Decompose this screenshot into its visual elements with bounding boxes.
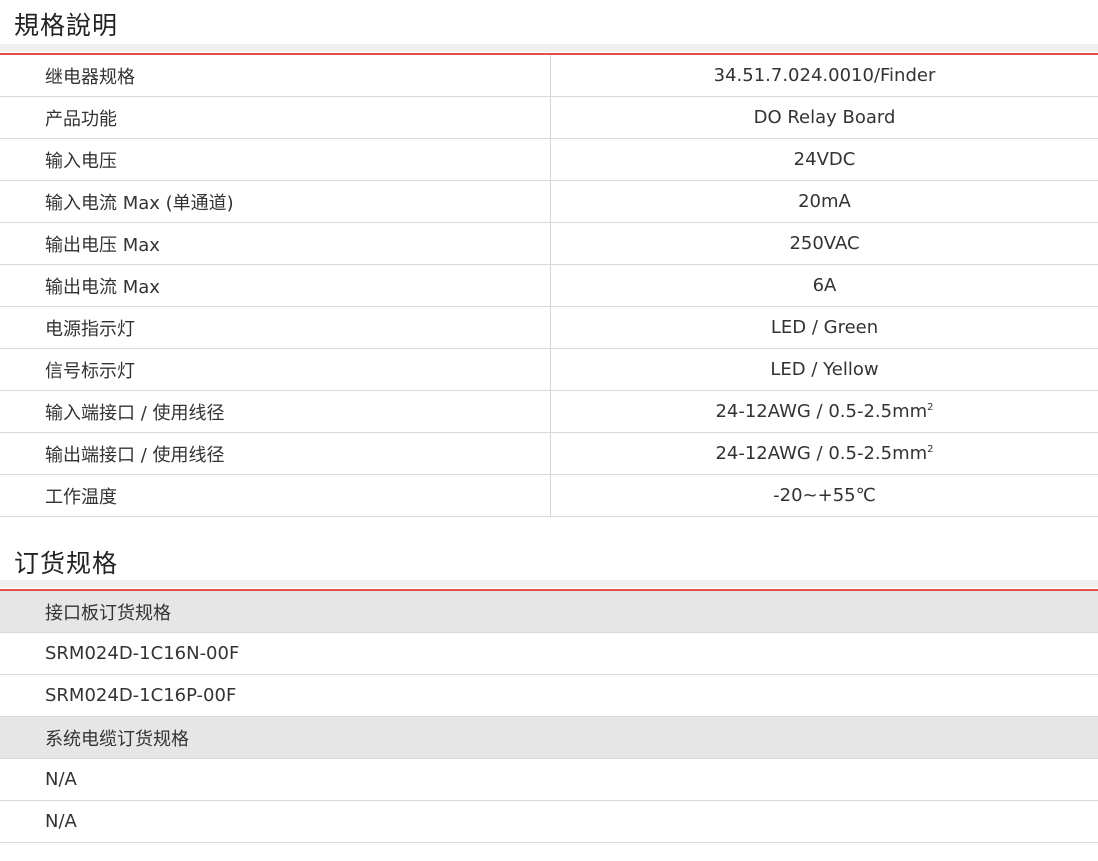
dotted-band [0, 44, 1098, 52]
order-section-header: 接口板订货规格 [0, 591, 1098, 633]
spec-label: 继电器规格 [0, 55, 551, 97]
spec-label: 输入电流 Max (单通道) [0, 180, 551, 223]
order-text: 接口板订货规格 [0, 591, 1098, 633]
spec-value-text: 34.51.7.024.0010/Finder [713, 65, 936, 86]
spec-row: 信号标示灯 LED / Yellow [0, 348, 1098, 391]
dotted-band [0, 580, 1098, 588]
spec-label: 输出电压 Max [0, 222, 551, 265]
spec-row: 工作温度 -20~+55℃ [0, 474, 1098, 517]
spec-label: 工作温度 [0, 474, 551, 517]
spec-value-text: LED / Yellow [770, 359, 879, 380]
spec-label: 电源指示灯 [0, 306, 551, 349]
spec-row: 继电器规格 34.51.7.024.0010/Finder [0, 55, 1098, 97]
spec-value-text: 24VDC [793, 149, 856, 170]
spec-value: 34.51.7.024.0010/Finder [550, 55, 1098, 97]
spec-row: 输出电流 Max 6A [0, 264, 1098, 307]
order-text: SRM024D-1C16P-00F [0, 674, 1098, 717]
spec-row: 输出电压 Max 250VAC [0, 222, 1098, 265]
spec-value-text: 24-12AWG / 0.5-2.5mm [715, 443, 928, 464]
spec-value-text: 6A [812, 275, 837, 296]
spec-row: 输入端接口 / 使用线径 24-12AWG / 0.5-2.5mm2 [0, 390, 1098, 433]
spec-row: 输入电流 Max (单通道) 20mA [0, 180, 1098, 223]
superscript: 2 [927, 402, 934, 413]
spec-value: 24-12AWG / 0.5-2.5mm2 [550, 432, 1098, 475]
spec-value: 24-12AWG / 0.5-2.5mm2 [550, 390, 1098, 433]
spec-value: LED / Green [550, 306, 1098, 349]
spec-label: 输入电压 [0, 138, 551, 181]
spec-label: 信号标示灯 [0, 348, 551, 391]
spec-value: 6A [550, 264, 1098, 307]
spec-row: 输出端接口 / 使用线径 24-12AWG / 0.5-2.5mm2 [0, 432, 1098, 475]
spec-row: 产品功能 DO Relay Board [0, 96, 1098, 139]
spec-value: DO Relay Board [550, 96, 1098, 139]
spec-row: 电源指示灯 LED / Green [0, 306, 1098, 349]
spec-label: 输入端接口 / 使用线径 [0, 390, 551, 433]
spec-value: -20~+55℃ [550, 474, 1098, 517]
spec-label: 产品功能 [0, 96, 551, 139]
order-text: N/A [0, 800, 1098, 843]
order-row: SRM024D-1C16P-00F [0, 674, 1098, 717]
order-table: 接口板订货规格 SRM024D-1C16N-00F SRM024D-1C16P-00… [0, 591, 1098, 843]
superscript: 2 [927, 444, 934, 455]
order-row: SRM024D-1C16N-00F [0, 632, 1098, 675]
spec-value-text: -20~+55℃ [773, 485, 876, 506]
order-section-header: 系统电缆订货规格 [0, 716, 1098, 759]
spec-label: 输出电流 Max [0, 264, 551, 307]
spec-value-text: LED / Green [770, 317, 879, 338]
spec-value-text: 20mA [798, 191, 851, 212]
spec-row: 输入电压 24VDC [0, 138, 1098, 181]
spec-title: 規格說明 [14, 11, 119, 40]
order-text: 系统电缆订货规格 [0, 716, 1098, 759]
order-row: N/A [0, 800, 1098, 843]
spec-label: 输出端接口 / 使用线径 [0, 432, 551, 475]
spec-value: 250VAC [550, 222, 1098, 265]
spec-value-text: 250VAC [789, 233, 860, 254]
spec-value: 24VDC [550, 138, 1098, 181]
red-divider [0, 53, 1098, 55]
order-text: SRM024D-1C16N-00F [0, 632, 1098, 675]
spec-value: LED / Yellow [550, 348, 1098, 391]
spec-value: 20mA [550, 180, 1098, 223]
order-text: N/A [0, 758, 1098, 801]
spec-value-text: DO Relay Board [753, 107, 896, 128]
red-divider [0, 589, 1098, 591]
order-row: N/A [0, 758, 1098, 801]
spec-value-text: 24-12AWG / 0.5-2.5mm [715, 401, 928, 422]
order-title: 订货规格 [14, 549, 119, 578]
spec-table: 继电器规格 34.51.7.024.0010/Finder 产品功能 DO Relay… [0, 55, 1098, 517]
